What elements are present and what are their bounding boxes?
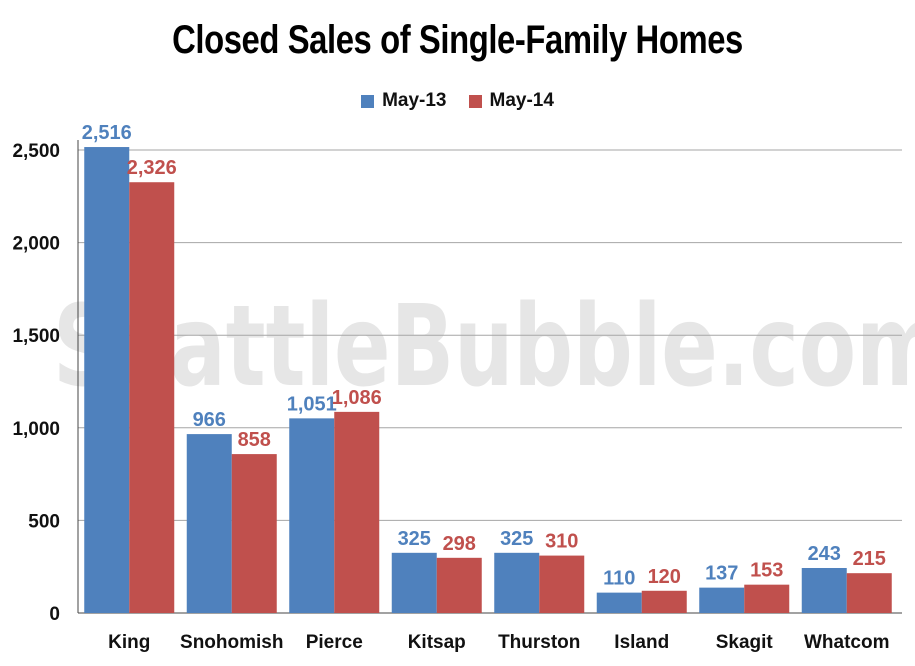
- legend-swatch-may-14: [468, 94, 482, 108]
- bar: [641, 590, 687, 613]
- bar: [334, 411, 380, 613]
- data-label: 110: [603, 568, 635, 590]
- bar: [84, 147, 130, 613]
- x-tick-label: Island: [614, 632, 669, 653]
- y-tick-label: 1,500: [12, 326, 60, 347]
- data-label: 298: [443, 533, 476, 555]
- bar: [494, 552, 540, 613]
- data-label: 1,051: [287, 393, 337, 415]
- bar: [186, 434, 232, 613]
- legend-item-may-14: May-14: [468, 90, 554, 112]
- x-tick-label: Snohomish: [180, 632, 283, 653]
- legend-item-may-13: May-13: [361, 90, 447, 112]
- x-tick-label: Pierce: [306, 632, 363, 653]
- bar: [596, 592, 642, 613]
- data-label: 325: [398, 528, 431, 550]
- x-tick-label: King: [108, 632, 150, 653]
- data-label: 215: [853, 548, 886, 570]
- data-label: 1,086: [332, 387, 382, 409]
- bar: [391, 552, 437, 613]
- legend: May-13 May-14: [0, 90, 915, 112]
- data-label: 325: [500, 528, 533, 550]
- y-tick-label: 0: [49, 604, 60, 625]
- y-tick-label: 2,000: [12, 234, 60, 255]
- x-tick-label: Whatcom: [804, 632, 890, 653]
- bar: [289, 418, 335, 613]
- legend-label-may-14: May-14: [489, 90, 554, 111]
- bar: [539, 555, 585, 613]
- bar: [846, 573, 892, 613]
- x-tick-label: Kitsap: [408, 632, 466, 653]
- watermark: SeattleBubble.com: [53, 282, 915, 412]
- bar: [744, 584, 790, 613]
- bar: [231, 454, 277, 613]
- data-label: 137: [705, 563, 738, 585]
- bar: [801, 567, 847, 613]
- data-label: 2,326: [127, 157, 177, 179]
- y-tick-label: 2,500: [12, 141, 60, 162]
- legend-swatch-may-13: [361, 94, 375, 108]
- data-label: 966: [193, 409, 226, 431]
- data-label: 120: [648, 566, 681, 588]
- chart-title: Closed Sales of Single-Family Homes: [172, 18, 743, 62]
- y-tick-label: 500: [28, 511, 60, 532]
- x-tick-label: Thurston: [498, 632, 580, 653]
- bar: [699, 587, 745, 613]
- legend-label-may-13: May-13: [382, 90, 447, 111]
- data-label: 310: [545, 531, 578, 553]
- bar: [436, 557, 482, 613]
- data-label: 243: [808, 543, 841, 565]
- data-label: 2,516: [82, 122, 132, 144]
- data-label: 858: [238, 429, 271, 451]
- data-label: 153: [750, 560, 783, 582]
- bar: [129, 182, 175, 613]
- x-tick-label: Skagit: [716, 632, 774, 653]
- y-tick-label: 1,000: [12, 419, 60, 440]
